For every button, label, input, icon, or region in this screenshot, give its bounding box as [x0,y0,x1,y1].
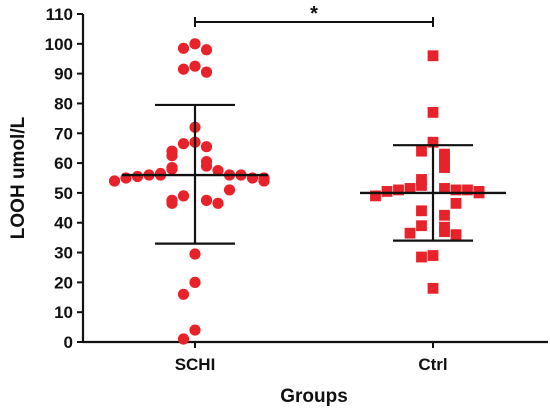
data-point-schi [212,164,224,177]
data-point-ctrl [416,180,427,191]
y-tick-label: 40 [54,214,73,233]
data-point-schi [212,197,224,209]
y-tick-label: 100 [45,35,73,54]
y-tick-label: 30 [54,244,73,263]
data-point-schi [189,324,201,336]
data-point-schi [166,163,178,175]
data-point-schi [189,248,201,260]
data-point-ctrl [393,184,404,196]
data-points [108,38,485,345]
data-point-ctrl [439,151,450,163]
data-point-ctrl [416,251,427,263]
data-point-schi [166,150,178,162]
data-point-ctrl [439,226,450,238]
y-tick-label: 90 [54,65,73,84]
data-point-schi [200,160,213,172]
data-point-schi [189,38,201,50]
data-point-ctrl [416,205,427,217]
significance-star: * [310,3,318,25]
data-point-ctrl [404,227,416,239]
y-tick-label: 50 [54,184,73,203]
data-point-ctrl [404,183,416,194]
data-point-ctrl [450,229,462,241]
y-tick-label: 110 [46,5,73,24]
data-point-ctrl [439,162,450,173]
y-tick-label: 60 [54,154,73,173]
y-tick-label: 0 [64,333,73,352]
data-point-ctrl [427,50,439,62]
significance-bracket: * [194,3,434,27]
data-point-ctrl [416,174,427,185]
data-point-ctrl [439,209,450,221]
data-point-schi [177,63,190,75]
data-point-schi [189,60,201,72]
data-point-schi [258,175,270,187]
chart-axes [81,14,548,344]
data-point-ctrl [416,220,427,232]
data-point-schi [177,138,190,150]
data-point-schi [177,333,190,345]
data-point-schi [200,66,213,78]
data-point-ctrl [427,282,439,294]
data-point-ctrl [370,190,381,202]
error-bars [122,103,506,245]
x-category-label: SCHI [175,355,216,374]
y-tick-label: 10 [54,303,73,322]
y-ticks: 0 10 20 30 40 50 60 70 80 90 100 110 [45,5,83,352]
data-point-schi [200,44,213,56]
data-point-schi [177,42,190,54]
data-point-schi [200,141,213,153]
y-tick-label: 20 [54,273,73,292]
data-point-schi [177,190,190,202]
data-point-schi [108,175,121,187]
data-point-ctrl [427,250,439,261]
data-point-ctrl [427,107,439,118]
data-point-schi [189,276,201,288]
data-point-schi [200,194,213,206]
data-point-ctrl [439,183,450,194]
data-point-schi [166,197,178,209]
data-point-ctrl [450,197,462,209]
x-axis-title: Groups [280,386,348,407]
y-axis-title: LOOH umol/L [8,116,29,239]
x-category-labels: SCHI Ctrl [175,342,448,374]
data-point-ctrl [381,186,393,197]
data-point-ctrl [462,184,473,196]
data-point-schi [131,170,144,183]
y-tick-label: 70 [54,124,73,143]
data-point-ctrl [416,145,427,157]
y-tick-label: 80 [54,94,73,113]
data-point-ctrl [427,136,439,148]
data-point-ctrl [450,184,462,196]
data-point-schi [177,288,190,300]
data-point-schi [223,184,236,196]
x-category-label: Ctrl [418,355,447,374]
